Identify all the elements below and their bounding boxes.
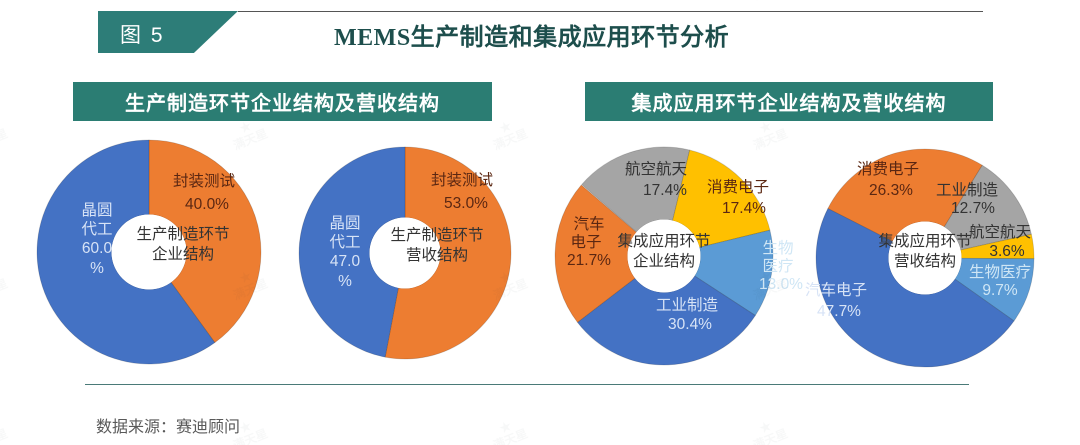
svg-text:17.4%: 17.4% [643,182,687,199]
svg-text:医疗: 医疗 [762,257,793,275]
svg-text:营收结构: 营收结构 [406,246,468,264]
svg-text:消费电子: 消费电子 [707,178,769,196]
svg-text:晶圆: 晶圆 [81,202,112,219]
svg-text:26.3%: 26.3% [869,182,913,199]
svg-text:30.4%: 30.4% [668,316,712,333]
svg-text:集成应用环节: 集成应用环节 [878,231,971,250]
svg-text:营收结构: 营收结构 [894,252,956,270]
svg-text:9.7%: 9.7% [982,282,1018,299]
svg-text:%: % [338,273,352,290]
svg-text:集成应用环节: 集成应用环节 [617,231,710,250]
svg-text:生产制造环节: 生产制造环节 [136,225,229,243]
svg-text:汽车电子: 汽车电子 [805,281,867,299]
svg-text:消费电子: 消费电子 [857,160,919,178]
svg-text:生物: 生物 [762,239,793,257]
svg-text:航空航天: 航空航天 [625,160,687,178]
svg-text:13.0%: 13.0% [759,276,803,293]
svg-text:汽车: 汽车 [573,215,604,233]
svg-text:代工: 代工 [81,220,112,238]
svg-text:60.0: 60.0 [82,240,113,257]
svg-text:航空航天: 航空航天 [969,223,1031,241]
svg-text:代工: 代工 [329,233,360,251]
svg-text:%: % [90,260,104,277]
svg-text:47.7%: 47.7% [817,303,861,320]
svg-text:封装测试: 封装测试 [173,172,235,190]
svg-text:生物医疗: 生物医疗 [969,263,1031,281]
svg-text:封装测试: 封装测试 [431,171,493,189]
svg-text:53.0%: 53.0% [444,195,488,212]
svg-text:12.7%: 12.7% [951,200,995,217]
svg-text:40.0%: 40.0% [185,196,229,213]
svg-text:17.4%: 17.4% [722,200,766,217]
svg-text:3.6%: 3.6% [989,243,1025,260]
svg-text:47.0: 47.0 [330,253,361,270]
svg-text:晶圆: 晶圆 [329,215,360,232]
svg-text:电子: 电子 [570,233,601,251]
svg-text:工业制造: 工业制造 [936,181,999,199]
svg-text:21.7%: 21.7% [567,252,611,269]
svg-text:生产制造环节: 生产制造环节 [390,226,483,244]
svg-text:企业结构: 企业结构 [633,252,695,270]
svg-text:企业结构: 企业结构 [152,245,214,263]
svg-text:工业制造: 工业制造 [656,296,719,314]
